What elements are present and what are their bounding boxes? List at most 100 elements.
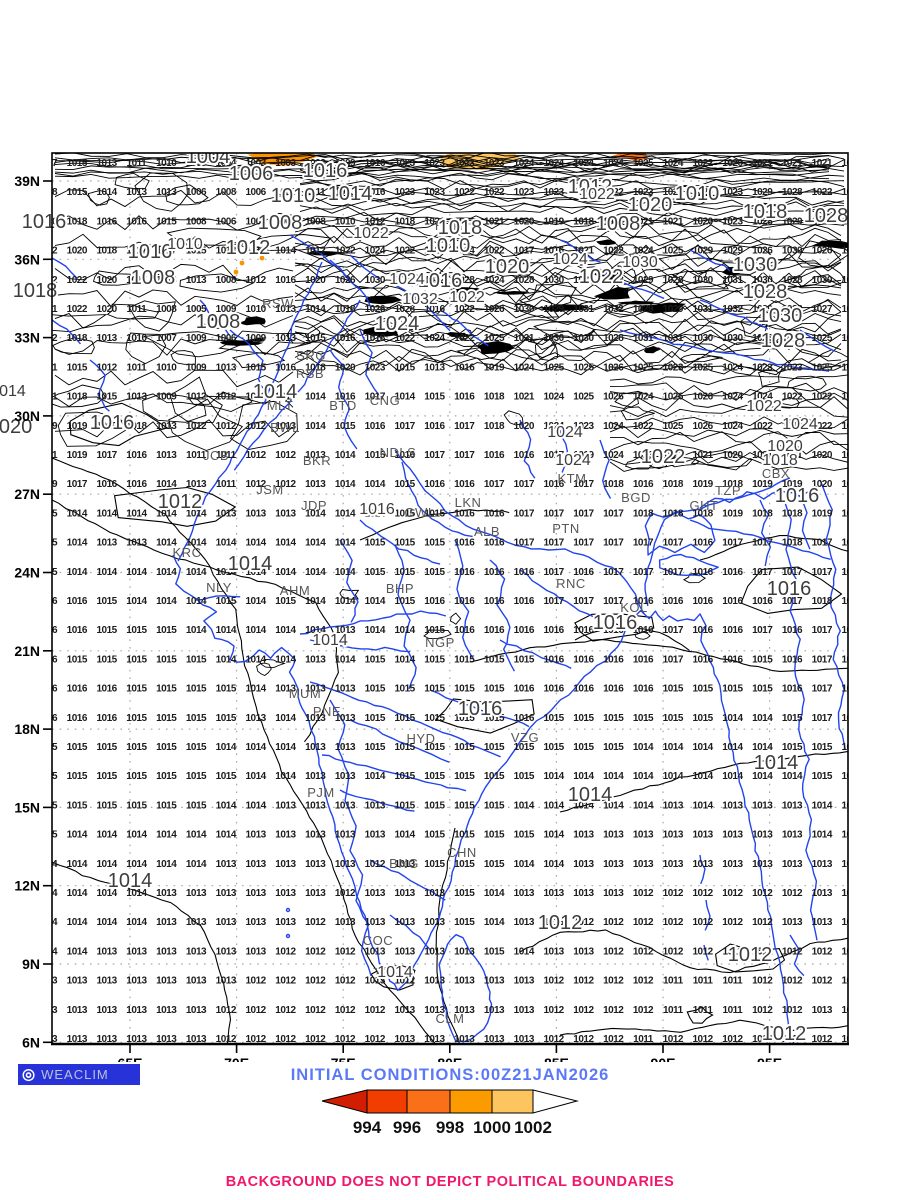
svg-text:1013: 1013 — [484, 1005, 505, 1016]
svg-text:1014: 1014 — [186, 859, 207, 870]
svg-text:1018: 1018 — [762, 452, 798, 469]
svg-text:1030: 1030 — [812, 275, 833, 286]
svg-text:1022: 1022 — [335, 246, 356, 257]
svg-text:1014: 1014 — [245, 596, 266, 607]
svg-text:1014: 1014 — [514, 800, 535, 811]
svg-text:1028: 1028 — [812, 216, 833, 227]
svg-text:1013: 1013 — [573, 859, 594, 870]
svg-text:1016: 1016 — [418, 270, 463, 292]
svg-text:PJM: PJM — [307, 785, 335, 800]
svg-text:PTN: PTN — [552, 521, 580, 536]
svg-text:1015: 1015 — [126, 742, 147, 753]
svg-text:1014: 1014 — [37, 859, 58, 870]
svg-text:1012: 1012 — [663, 946, 684, 957]
svg-text:1011: 1011 — [663, 976, 684, 987]
svg-text:1013: 1013 — [96, 158, 117, 169]
svg-text:1029: 1029 — [752, 187, 773, 198]
svg-text:1013: 1013 — [752, 859, 773, 870]
svg-text:1016: 1016 — [692, 625, 713, 636]
svg-text:1015: 1015 — [67, 158, 88, 169]
svg-text:1013: 1013 — [245, 713, 266, 724]
svg-text:1013: 1013 — [365, 976, 386, 987]
svg-text:1018: 1018 — [782, 508, 803, 519]
svg-text:1013: 1013 — [96, 538, 117, 549]
svg-text:1016: 1016 — [663, 596, 684, 607]
svg-text:1018: 1018 — [438, 217, 483, 239]
svg-text:1013: 1013 — [424, 976, 445, 987]
svg-text:1012: 1012 — [782, 888, 803, 899]
svg-text:1012: 1012 — [275, 450, 296, 461]
svg-text:1028: 1028 — [804, 205, 849, 227]
svg-text:1015: 1015 — [186, 246, 207, 257]
svg-text:1024: 1024 — [389, 271, 425, 288]
svg-text:1014: 1014 — [633, 742, 654, 753]
svg-text:1014: 1014 — [365, 479, 386, 490]
svg-text:1015: 1015 — [454, 800, 475, 811]
svg-text:1031: 1031 — [692, 304, 713, 315]
svg-text:1015: 1015 — [484, 830, 505, 841]
svg-text:1014: 1014 — [543, 859, 564, 870]
svg-text:1012: 1012 — [543, 976, 564, 987]
svg-text:1014: 1014 — [335, 538, 356, 549]
svg-text:1013: 1013 — [633, 859, 654, 870]
svg-text:1022: 1022 — [484, 187, 505, 198]
svg-text:1014: 1014 — [253, 381, 298, 403]
svg-text:1014: 1014 — [305, 567, 326, 578]
svg-text:1021: 1021 — [514, 392, 535, 403]
svg-text:1020: 1020 — [514, 421, 535, 432]
svg-text:1014: 1014 — [365, 771, 386, 782]
svg-text:JCB: JCB — [203, 448, 229, 463]
svg-text:1016: 1016 — [424, 479, 445, 490]
svg-text:1013: 1013 — [514, 1034, 535, 1045]
svg-text:1023: 1023 — [424, 187, 445, 198]
svg-text:1016: 1016 — [633, 684, 654, 695]
svg-text:1018: 1018 — [841, 596, 862, 607]
svg-text:1022: 1022 — [633, 421, 654, 432]
svg-text:1017: 1017 — [633, 538, 654, 549]
svg-text:1020: 1020 — [424, 246, 445, 257]
svg-text:1012: 1012 — [568, 176, 613, 198]
svg-text:1016: 1016 — [22, 211, 67, 233]
svg-text:1013: 1013 — [156, 187, 177, 198]
svg-text:1015: 1015 — [454, 713, 475, 724]
copyright-icon: ◎ — [22, 1066, 36, 1083]
svg-text:1015: 1015 — [692, 713, 713, 724]
svg-text:1018: 1018 — [663, 508, 684, 519]
svg-text:1014: 1014 — [96, 859, 117, 870]
svg-text:1014: 1014 — [275, 625, 296, 636]
svg-text:1007: 1007 — [156, 333, 177, 344]
svg-text:1022: 1022 — [752, 421, 773, 432]
svg-text:1024: 1024 — [663, 158, 684, 169]
svg-text:1029: 1029 — [663, 304, 684, 315]
svg-text:1012: 1012 — [186, 421, 207, 432]
svg-text:1022: 1022 — [353, 225, 389, 242]
svg-text:1015: 1015 — [186, 713, 207, 724]
svg-text:1024: 1024 — [514, 158, 535, 169]
svg-text:1013: 1013 — [365, 917, 386, 928]
svg-text:1016: 1016 — [454, 596, 475, 607]
svg-text:1016: 1016 — [722, 567, 743, 578]
svg-text:1027: 1027 — [812, 304, 833, 315]
svg-text:1012: 1012 — [633, 976, 654, 987]
svg-text:1018: 1018 — [37, 187, 58, 198]
svg-text:1013: 1013 — [365, 888, 386, 899]
svg-text:1022: 1022 — [67, 275, 88, 286]
svg-text:1017: 1017 — [37, 158, 58, 169]
svg-text:1015: 1015 — [126, 713, 147, 724]
svg-text:1015: 1015 — [275, 596, 296, 607]
svg-text:1019: 1019 — [812, 508, 833, 519]
svg-text:1012: 1012 — [245, 976, 266, 987]
svg-text:1014: 1014 — [305, 392, 326, 403]
svg-text:BTD: BTD — [329, 398, 357, 413]
svg-text:1015: 1015 — [812, 742, 833, 753]
svg-text:1022: 1022 — [692, 158, 713, 169]
svg-text:1002: 1002 — [514, 1118, 552, 1137]
svg-text:1017: 1017 — [633, 567, 654, 578]
svg-text:1022: 1022 — [67, 304, 88, 315]
svg-text:1020: 1020 — [96, 304, 117, 315]
svg-text:1016: 1016 — [573, 567, 594, 578]
svg-text:1015: 1015 — [573, 742, 594, 753]
svg-text:1016: 1016 — [365, 187, 386, 198]
svg-text:1017: 1017 — [126, 275, 147, 286]
svg-text:1009: 1009 — [186, 333, 207, 344]
